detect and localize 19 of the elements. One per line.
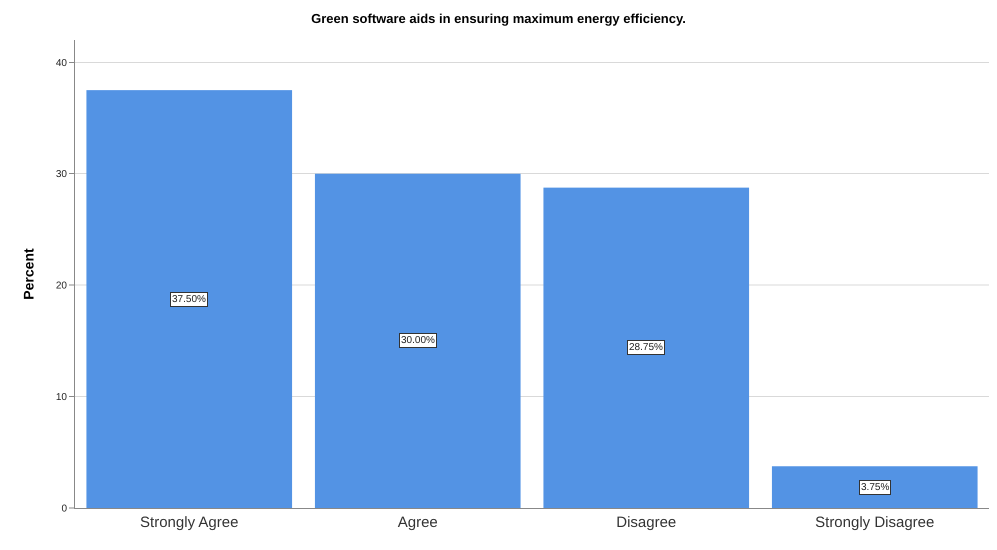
- data-label: 37.50%: [172, 294, 206, 305]
- x-tick-label: Agree: [398, 514, 438, 531]
- y-tick-label: 30: [56, 169, 68, 180]
- x-tick-label: Strongly Agree: [140, 514, 238, 531]
- bar: [86, 90, 292, 508]
- data-label: 30.00%: [401, 335, 436, 346]
- y-tick-label: 20: [56, 280, 68, 292]
- data-label: 28.75%: [629, 342, 664, 353]
- bar: [314, 174, 521, 508]
- y-tick-label: 10: [56, 392, 68, 404]
- bar: [772, 466, 978, 508]
- x-tick-label: Strongly Disagree: [815, 514, 934, 531]
- data-label: 3.75%: [861, 482, 890, 493]
- y-tick-label: 40: [56, 58, 68, 69]
- y-axis-title: Percent: [20, 248, 36, 300]
- x-tick-label: Disagree: [616, 514, 676, 531]
- chart-title: Green software aids in ensuring maximum energy efficiency.: [311, 10, 686, 26]
- bar: [543, 188, 750, 508]
- y-tick-label: 0: [61, 504, 68, 514]
